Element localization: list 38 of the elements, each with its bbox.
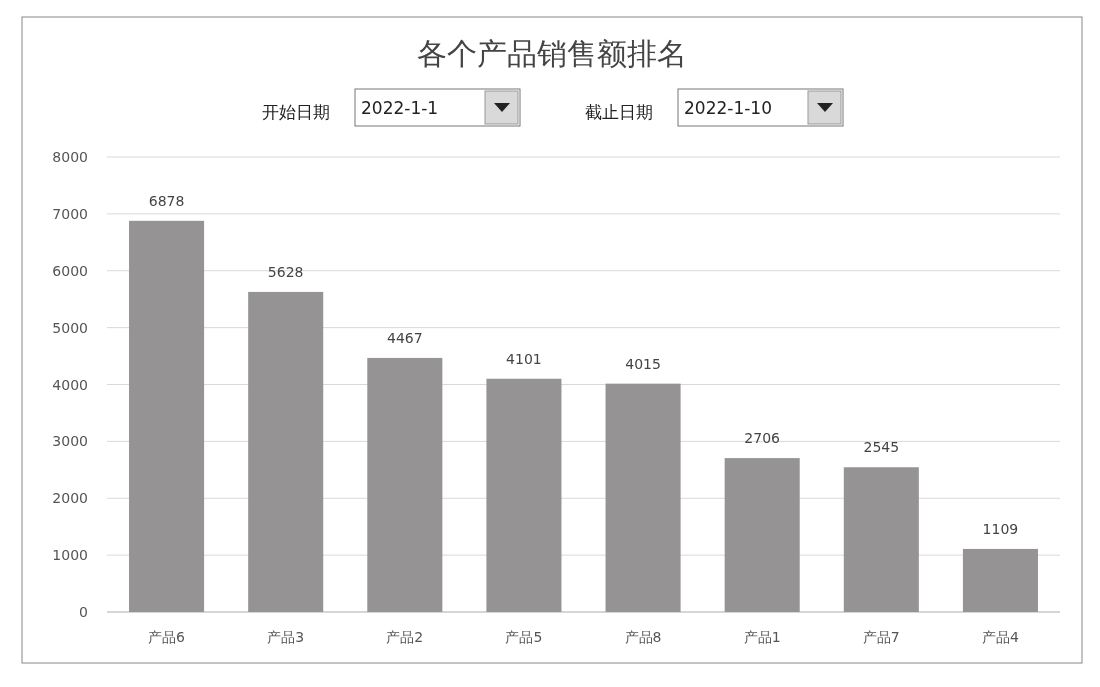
y-tick-label: 7000 [52, 205, 88, 222]
text: 开始日期 [262, 102, 330, 122]
bar [843, 467, 919, 612]
y-tick-label: 8000 [52, 149, 88, 165]
x-tick-label: 产品1 [743, 629, 781, 645]
y-tick-label: 5000 [52, 319, 88, 336]
data-label: 1109 [982, 520, 1019, 537]
x-tick-label: 产品4 [981, 629, 1019, 645]
chart-title: 各个产品销售额排名 [417, 36, 687, 71]
data-label: 4015 [625, 355, 661, 372]
bar [962, 548, 1038, 612]
y-tick-label: 4000 [52, 376, 88, 393]
data-label: 2545 [863, 439, 900, 456]
bar [367, 357, 443, 612]
bar [129, 220, 205, 612]
x-tick-label: 产品2 [386, 629, 424, 645]
x-tick-label: 产品7 [862, 629, 900, 645]
bar [605, 383, 681, 612]
bar [724, 458, 800, 612]
data-label: 6878 [148, 192, 185, 209]
data-label: 2706 [744, 430, 781, 447]
text: 截止日期 [585, 102, 653, 122]
y-tick-label: 1000 [52, 547, 88, 564]
data-label: 4101 [506, 350, 542, 367]
data-label: 5628 [267, 263, 304, 280]
data-label: 4467 [386, 329, 423, 346]
text: 2022-1-1 [361, 98, 439, 118]
x-tick-label: 产品8 [624, 629, 662, 645]
text: 2022-1-10 [684, 98, 772, 118]
x-tick-label: 产品6 [148, 629, 186, 645]
x-tick-label: 产品3 [267, 629, 305, 645]
y-tick-label: 0 [79, 604, 88, 620]
bar [486, 378, 562, 612]
y-tick-label: 3000 [52, 433, 88, 450]
y-tick-label: 6000 [52, 262, 88, 279]
bar [248, 291, 324, 612]
y-tick-label: 2000 [52, 490, 88, 507]
x-tick-label: 产品5 [505, 629, 543, 645]
